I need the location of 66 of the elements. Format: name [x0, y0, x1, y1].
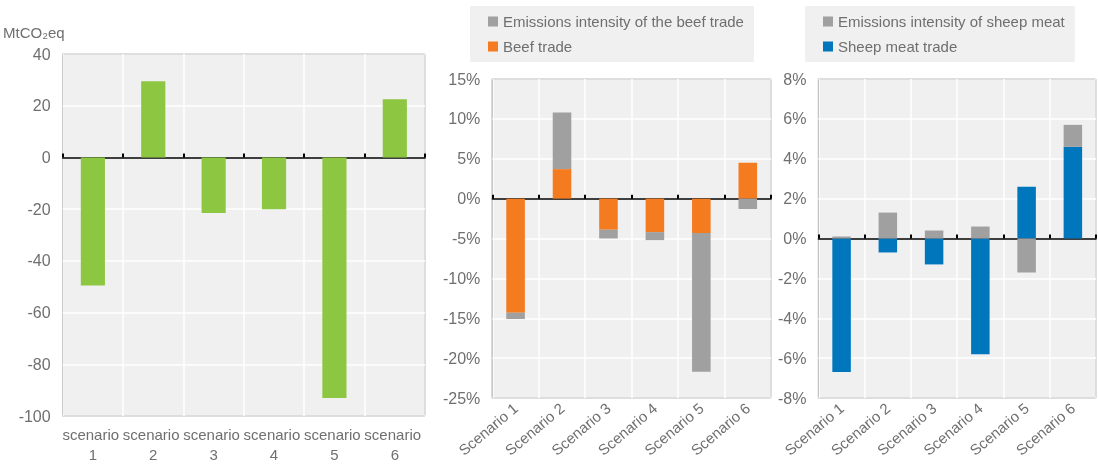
- y-tick-label: -40: [27, 252, 51, 270]
- y-tick-label: 8%: [783, 70, 807, 88]
- bar: [924, 230, 944, 239]
- y-tick-label: -15%: [442, 309, 481, 327]
- bar: [1063, 124, 1083, 147]
- legend-label: Emissions intensity of the beef trade: [503, 13, 744, 30]
- x-tick-label: scenario 4: [243, 425, 305, 463]
- bar: [645, 198, 665, 233]
- y-tick-label: -20%: [442, 349, 481, 367]
- legend-label: Emissions intensity of sheep meat: [838, 13, 1066, 30]
- bar: [971, 226, 990, 239]
- bar: [738, 198, 758, 209]
- bar: [80, 157, 105, 286]
- bar: [506, 198, 525, 313]
- y-tick-label: 0: [41, 148, 51, 166]
- bar: [738, 162, 758, 199]
- legend-label: Beef trade: [503, 38, 573, 55]
- bar: [692, 232, 711, 372]
- bar: [141, 81, 166, 158]
- bar: [599, 229, 618, 239]
- bar: [201, 157, 226, 214]
- bar: [1017, 238, 1036, 273]
- bar: [552, 112, 572, 170]
- bar: [924, 238, 944, 265]
- y-tick-label: -6%: [778, 349, 807, 367]
- bar: [692, 198, 711, 233]
- y-tick-label: -5%: [451, 230, 481, 247]
- y-tick-label: 4%: [783, 150, 807, 168]
- y-tick-label: -10%: [442, 269, 481, 287]
- y-tick-label: -100: [18, 407, 51, 425]
- y-tick-label: -8%: [778, 389, 807, 407]
- y-tick-label: 20: [32, 97, 51, 115]
- x-tick-label: scenario 5: [303, 425, 365, 463]
- bar: [506, 312, 525, 320]
- bar: [382, 99, 407, 158]
- bar: [1017, 186, 1036, 239]
- x-tick-label: scenario 2: [122, 425, 184, 463]
- y-tick-label: 10%: [448, 110, 481, 128]
- y-tick-label: 5%: [457, 150, 481, 168]
- bar: [552, 169, 572, 199]
- y-tick-label: 0%: [457, 190, 481, 208]
- y-tick-label: 2%: [783, 190, 807, 208]
- legend-label: Sheep meat trade: [838, 38, 958, 55]
- bar: [878, 212, 898, 239]
- bar: [1063, 146, 1083, 239]
- bar: [971, 238, 990, 355]
- y-tick-label: -2%: [778, 269, 807, 287]
- y-tick-label: -80: [27, 355, 51, 373]
- y-tick-label: 40: [32, 45, 51, 63]
- y-tick-label: 15%: [448, 70, 481, 88]
- y-tick-label: -60: [27, 304, 51, 322]
- y-axis-title: MtCO₂eq: [3, 24, 65, 41]
- bar: [645, 232, 665, 241]
- x-tick-label: scenario 6: [364, 425, 426, 463]
- x-tick-label: scenario 3: [183, 425, 245, 463]
- y-tick-label: -20: [27, 200, 51, 218]
- bar: [322, 157, 347, 398]
- y-tick-label: 6%: [783, 110, 807, 128]
- y-tick-label: -25%: [442, 389, 481, 407]
- y-tick-label: -4%: [778, 309, 807, 327]
- bar: [261, 157, 287, 210]
- bar: [832, 238, 851, 373]
- x-tick-label: scenario 1: [62, 425, 124, 463]
- bar: [878, 238, 898, 253]
- y-tick-label: 0%: [783, 230, 807, 247]
- bar: [599, 198, 618, 230]
